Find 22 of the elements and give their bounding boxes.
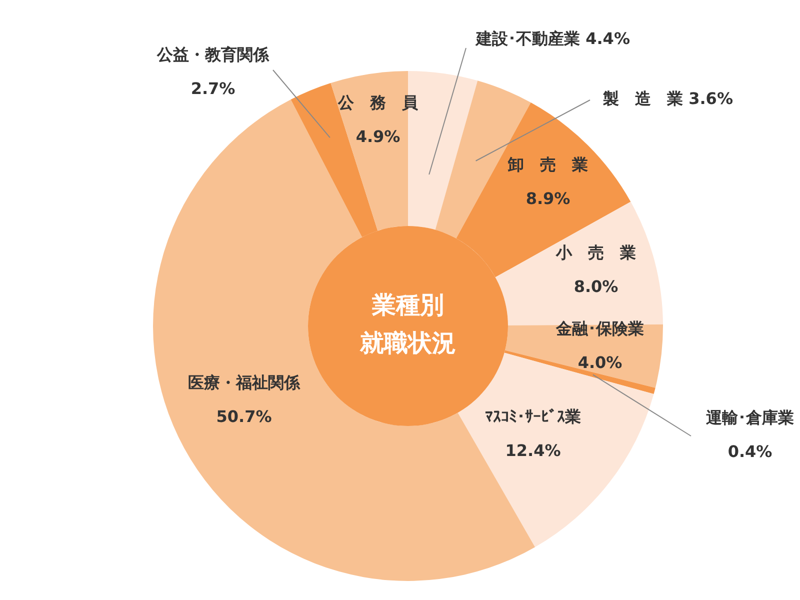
data-label: 4.0% [578, 353, 622, 372]
slice-label: ﾏｽｺﾐ･ｻｰﾋﾞｽ業 [485, 407, 581, 426]
slice-label: 公 務 員 [337, 93, 419, 112]
slice-label: 卸 売 業 [507, 155, 588, 174]
text: 業種別就職状況 [359, 291, 456, 357]
donut-slice [458, 352, 654, 548]
data-label: 8.0% [574, 277, 618, 296]
slice-label: 金融･保険業 [555, 319, 644, 338]
data-label: 0.4% [728, 442, 772, 461]
data-label: 50.7% [216, 407, 272, 426]
data-label: 8.9% [526, 189, 570, 208]
data-label: 4.9% [356, 127, 400, 146]
data-label: 2.7% [190, 79, 236, 98]
slice-label: 医療・福祉関係 [188, 373, 301, 392]
slice-label: 公益・教育関係 [156, 45, 270, 64]
data-label: 12.4% [505, 441, 561, 460]
slice-label: 小 売 業 [555, 243, 636, 262]
slice-label: 製 造 業 [603, 89, 684, 108]
slice-label: 運輸･倉庫業 [705, 408, 794, 427]
data-label: 4.4% [586, 29, 630, 48]
slice-label: 建設･不動産業 [476, 29, 580, 48]
data-label: 3.6% [688, 89, 733, 108]
